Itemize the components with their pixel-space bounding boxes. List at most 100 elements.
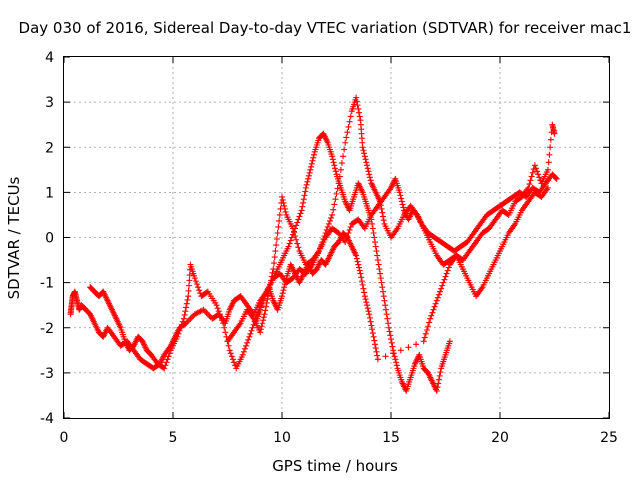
data-point	[319, 239, 326, 246]
data-point	[282, 278, 289, 285]
data-point	[369, 220, 376, 227]
data-point	[441, 276, 448, 283]
data-point	[185, 287, 192, 294]
data-point	[217, 314, 224, 321]
data-point	[286, 240, 293, 247]
data-point	[528, 173, 535, 180]
data-point	[185, 317, 192, 324]
data-point	[405, 344, 412, 351]
data-point	[392, 356, 399, 363]
data-point	[191, 275, 198, 282]
data-point	[423, 327, 430, 334]
data-point	[179, 318, 186, 325]
data-point	[353, 94, 360, 101]
data-point	[437, 369, 444, 376]
data-point	[547, 144, 554, 151]
data-point	[294, 219, 301, 226]
x-axis-label: GPS time / hours	[272, 457, 398, 475]
data-point	[308, 160, 315, 167]
data-point	[364, 302, 371, 309]
y-tick-label: 1	[45, 185, 54, 201]
data-point	[437, 288, 444, 295]
data-point	[177, 324, 184, 331]
data-point	[377, 198, 384, 205]
data-point	[382, 353, 389, 360]
data-point	[281, 202, 288, 209]
data-point	[432, 300, 439, 307]
data-point	[204, 311, 211, 318]
data-point	[443, 270, 450, 277]
data-point	[231, 359, 238, 366]
data-point	[328, 214, 335, 221]
data-point	[166, 350, 173, 357]
data-point	[264, 296, 271, 303]
data-point	[436, 372, 443, 379]
data-point	[276, 217, 283, 224]
data-point	[329, 156, 336, 163]
data-point	[271, 260, 278, 267]
data-point	[398, 195, 405, 202]
data-point	[372, 341, 379, 348]
data-point	[269, 269, 276, 276]
data-point	[378, 279, 385, 286]
data-point	[365, 308, 372, 315]
data-point	[551, 130, 558, 137]
data-point	[279, 290, 286, 297]
data-point	[359, 144, 366, 151]
data-point	[365, 168, 372, 175]
data-point	[364, 165, 371, 172]
data-point	[347, 223, 354, 230]
data-point	[382, 306, 389, 313]
data-point	[215, 308, 222, 315]
data-point	[445, 264, 452, 271]
data-point	[247, 330, 254, 337]
data-point	[331, 201, 338, 208]
data-point	[544, 166, 551, 173]
data-point	[369, 330, 376, 337]
data-point	[195, 284, 202, 291]
data-point	[433, 387, 440, 394]
data-point	[385, 320, 392, 327]
data-point	[181, 311, 188, 318]
data-point	[262, 307, 269, 314]
data-point	[176, 327, 183, 334]
data-point	[375, 261, 382, 268]
data-point	[246, 333, 253, 340]
data-point	[294, 240, 301, 247]
data-point	[342, 139, 349, 146]
data-point	[222, 329, 229, 336]
series-track-b	[87, 130, 453, 394]
data-point	[295, 244, 302, 251]
data-point	[379, 209, 386, 216]
data-point	[385, 324, 392, 331]
data-point	[356, 113, 363, 120]
data-point	[357, 270, 364, 277]
data-point	[305, 175, 312, 182]
data-point	[213, 302, 220, 309]
data-point	[536, 174, 543, 181]
data-point	[220, 320, 227, 327]
data-point	[287, 237, 294, 244]
data-point	[363, 299, 370, 306]
data-point	[298, 207, 305, 214]
data-point	[257, 326, 264, 333]
data-point	[368, 322, 375, 329]
data-point	[366, 171, 373, 178]
data-point	[336, 173, 343, 180]
y-tick-label: 2	[45, 140, 54, 156]
data-point	[226, 347, 233, 354]
data-point	[361, 293, 368, 300]
data-point	[397, 192, 404, 199]
data-point	[302, 184, 309, 191]
data-point	[332, 196, 339, 203]
data-point	[267, 281, 274, 288]
data-point	[355, 261, 362, 268]
data-point	[332, 168, 339, 175]
data-point	[281, 284, 288, 291]
data-point	[446, 338, 453, 345]
data-point	[422, 330, 429, 337]
data-point	[322, 229, 329, 236]
data-point	[369, 225, 376, 232]
data-point	[164, 356, 171, 363]
data-point	[341, 146, 348, 153]
